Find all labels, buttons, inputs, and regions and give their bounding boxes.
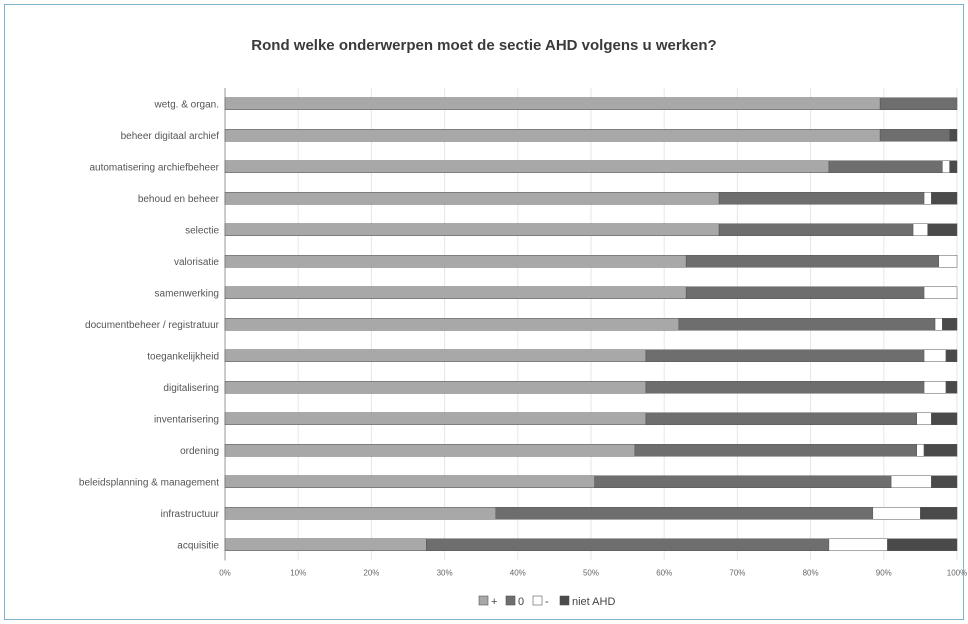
bar-segment: [887, 538, 958, 551]
bar-segment: [949, 129, 958, 142]
bar-segment: [931, 412, 958, 425]
category-label: valorisatie: [174, 257, 219, 268]
bar-segment: [923, 286, 958, 299]
bar-segment: [224, 129, 881, 142]
bar-segment: [224, 223, 720, 236]
bar-segment: [945, 381, 958, 394]
x-tick-label: 10%: [290, 569, 306, 578]
bar-segment: [916, 412, 932, 425]
bar-segment: [938, 255, 958, 268]
bar-segment: [634, 444, 917, 457]
category-labels: wetg. & organ. beheer digitaal archief aut…: [79, 99, 220, 551]
x-tick-label: 30%: [437, 569, 453, 578]
bar-segment: [224, 286, 687, 299]
category-label: acquisitie: [177, 540, 219, 551]
x-tick-label: 0%: [219, 569, 231, 578]
bar-segment: [678, 318, 936, 331]
bar-segment: [224, 444, 636, 457]
category-label: wetg. & organ.: [154, 99, 219, 110]
x-tick-label: 80%: [803, 569, 819, 578]
legend: +0 - niet AHD: [478, 595, 615, 608]
legend-swatch: [505, 595, 516, 606]
bar-segment: [224, 97, 881, 110]
category-label: beleidsplanning & management: [79, 477, 219, 488]
bar-segment: [923, 381, 947, 394]
bar-segment: [828, 538, 888, 551]
bar-segment: [718, 223, 914, 236]
bar-segment: [224, 381, 647, 394]
bar-segment: [224, 192, 720, 205]
x-tick-label: 40%: [510, 569, 526, 578]
bar-segment: [594, 475, 892, 488]
bar-segment: [920, 507, 958, 520]
category-label: samenwerking: [155, 288, 219, 299]
bar-segment: [879, 97, 958, 110]
category-label: infrastructuur: [161, 509, 220, 520]
bar-segment: [923, 349, 947, 362]
bar-segment: [224, 318, 680, 331]
category-label: beheer digitaal archief: [121, 131, 220, 142]
bar-segment: [916, 444, 925, 457]
bar-segment: [942, 160, 950, 173]
bar-segment: [923, 444, 958, 457]
bar-segment: [685, 255, 939, 268]
category-label: toegankelijkheid: [147, 351, 219, 362]
bars: [224, 97, 958, 551]
x-tick-labels: 0% 10% 20% 30% 40% 50% 60% 70% 80% 90% 100%: [219, 569, 967, 578]
bar-segment: [949, 160, 958, 173]
category-label: inventarisering: [154, 414, 219, 425]
bar-segment: [942, 318, 958, 331]
legend-swatch: [532, 595, 543, 606]
bar-segment: [224, 475, 595, 488]
bar-segment: [426, 538, 830, 551]
category-label: selectie: [185, 225, 219, 236]
bar-segment: [828, 160, 943, 173]
x-tick-label: 60%: [656, 569, 672, 578]
bar-segment: [645, 349, 925, 362]
category-label: automatisering archiefbeheer: [89, 162, 219, 173]
x-tick-label: 50%: [583, 569, 599, 578]
legend-swatch: [559, 595, 570, 606]
bar-segment: [890, 475, 932, 488]
bar-segment: [927, 223, 958, 236]
bar-segment: [923, 192, 932, 205]
legend-label: niet AHD: [572, 596, 615, 608]
bar-segment: [931, 475, 958, 488]
category-label: ordening: [180, 446, 219, 457]
bar-segment: [224, 349, 647, 362]
x-tick-label: 100%: [947, 569, 967, 578]
bar-segment: [934, 318, 943, 331]
bar-segment: [495, 507, 874, 520]
bar-segment: [685, 286, 925, 299]
bar-segment: [224, 507, 497, 520]
chart-title: Rond welke onderwerpen moet de sectie AH…: [251, 37, 716, 54]
bar-segment: [645, 381, 925, 394]
bar-segment: [224, 160, 830, 173]
category-label: documentbeheer / registratuur: [85, 320, 220, 331]
legend-label: 0: [518, 596, 524, 608]
category-label: digitalisering: [163, 383, 219, 394]
bar-segment: [224, 412, 647, 425]
bar-segment: [912, 223, 928, 236]
bar-segment: [224, 255, 687, 268]
bar-segment: [872, 507, 921, 520]
bar-segment: [718, 192, 925, 205]
legend-label: +: [491, 596, 497, 608]
x-tick-label: 70%: [729, 569, 745, 578]
x-tick-label: 90%: [876, 569, 892, 578]
bar-segment: [879, 129, 950, 142]
bar-segment: [224, 538, 427, 551]
bar-segment: [945, 349, 958, 362]
bar-segment: [645, 412, 917, 425]
bar-segment: [931, 192, 958, 205]
legend-swatch: [478, 595, 489, 606]
legend-label: -: [545, 596, 549, 608]
category-label: behoud en beheer: [138, 194, 220, 205]
x-tick-label: 20%: [363, 569, 379, 578]
